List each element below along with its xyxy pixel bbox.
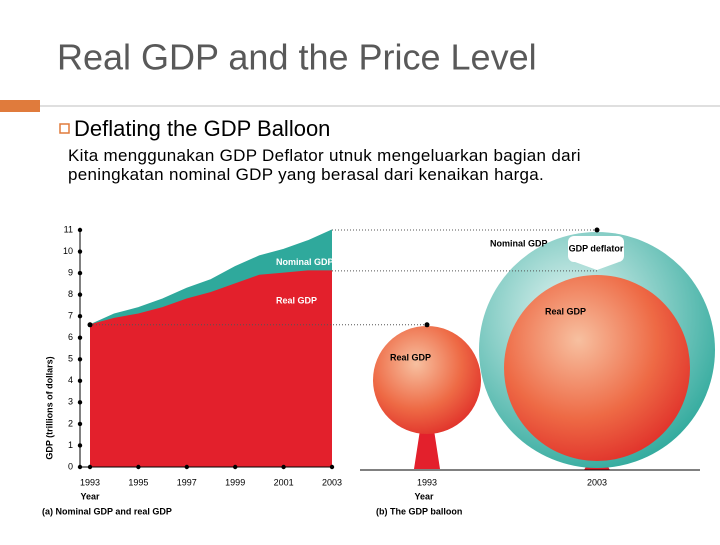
y-tick-label: 9	[68, 267, 73, 277]
y-tick	[77, 400, 83, 405]
x-tick	[136, 464, 141, 470]
y-tick-label: 10	[63, 246, 73, 256]
deflator-box	[568, 236, 624, 262]
x-tick-label: 1993	[80, 477, 100, 487]
series-label: Nominal GDP	[276, 257, 334, 267]
y-tick-label: 7	[68, 311, 73, 321]
x-tick	[281, 464, 286, 470]
real-balloon-small	[373, 326, 481, 434]
y-tick-label: 8	[68, 289, 73, 299]
balloon-neck	[414, 430, 440, 469]
label: GDP deflator	[569, 243, 624, 253]
y-tick	[77, 464, 83, 470]
sub-bullet: Kita menggunakan GDP Deflator utnuk meng…	[68, 146, 581, 184]
y-tick-label: 3	[68, 397, 73, 407]
bullet: Deflating the GDP Balloon	[74, 116, 330, 141]
y-tick	[77, 357, 83, 362]
x-tick-label: 2003	[587, 477, 607, 487]
y-axis-label: GDP (trillions of dollars)	[44, 356, 54, 459]
real-balloon-big	[504, 275, 690, 461]
bullet-icon	[59, 123, 70, 134]
y-tick	[77, 270, 83, 276]
caption-b: (b) The GDP balloon	[376, 506, 462, 516]
x-tick	[184, 464, 189, 470]
x-tick-label: 1999	[225, 477, 245, 487]
y-tick-label: 0	[68, 461, 73, 471]
caption-a: (a) Nominal GDP and real GDP	[42, 506, 172, 516]
y-tick	[77, 335, 83, 340]
y-tick-label: 4	[68, 375, 73, 385]
series-line	[89, 270, 332, 326]
x-tick-label: 2003	[322, 477, 342, 487]
area-fill	[90, 270, 332, 467]
y-tick	[77, 443, 83, 448]
series-label: Real GDP	[276, 295, 317, 305]
y-tick	[77, 249, 83, 254]
y-tick-label: 6	[68, 332, 73, 342]
point	[594, 227, 600, 233]
label: Real GDP	[390, 352, 431, 362]
label: Real GDP	[545, 306, 586, 316]
y-tick	[77, 421, 83, 427]
y-tick-label: 5	[68, 354, 73, 364]
y-tick	[77, 227, 83, 233]
x-axis-label: Year	[80, 491, 100, 501]
accent-bar	[0, 100, 40, 112]
deflator-arrow	[575, 262, 619, 270]
series-line	[89, 229, 333, 326]
x-tick	[329, 464, 335, 470]
label: Nominal GDP	[490, 238, 548, 248]
sub-bullet-box: Kita menggunakan GDP Deflator utnuk meng…	[68, 146, 581, 184]
balloons: Nominal GDP GDP deflator Real GDP Real G…	[360, 232, 715, 516]
x-tick	[233, 464, 238, 470]
x-axis-label: Year	[414, 491, 434, 501]
slide-title: Real GDP and the Price Level	[57, 37, 537, 78]
y-tick	[77, 292, 83, 297]
x-tick-label: 1997	[177, 477, 197, 487]
point	[424, 322, 430, 328]
x-tick-label: 1993	[417, 477, 437, 487]
y-tick	[77, 313, 83, 319]
x-tick-label: 1995	[128, 477, 148, 487]
x-tick	[87, 464, 93, 470]
y-tick-label: 2	[68, 418, 73, 428]
y-tick-label: 11	[64, 224, 73, 234]
point	[87, 322, 93, 328]
y-tick	[77, 378, 83, 384]
y-tick-label: 1	[68, 440, 73, 450]
x-tick-label: 2001	[274, 477, 294, 487]
